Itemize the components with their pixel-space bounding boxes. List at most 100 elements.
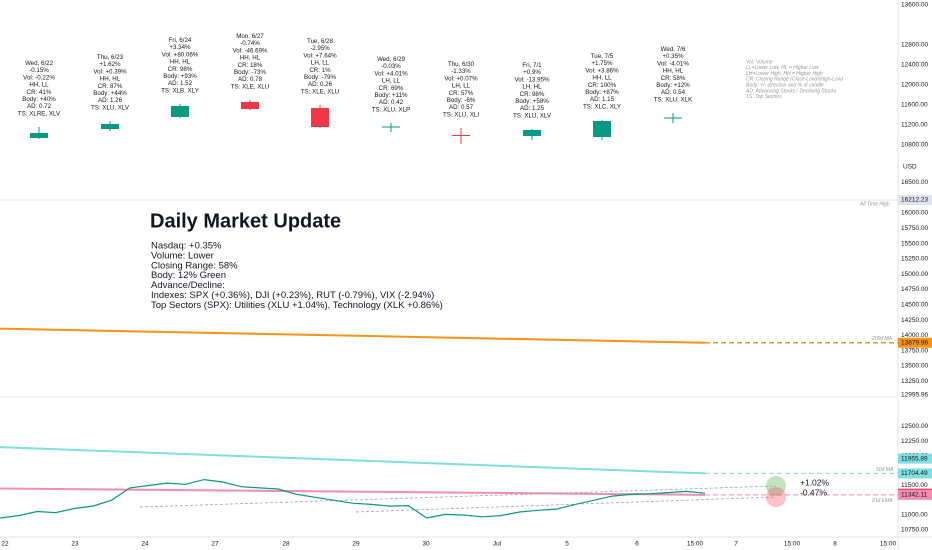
trend-line (139, 485, 777, 508)
day-annotation: CR: 100% (588, 82, 617, 89)
candle-body (593, 121, 611, 137)
ma50-prior-label-bg (898, 453, 932, 464)
day-annotation: HH, HL (170, 59, 191, 66)
ema21-line (0, 487, 706, 496)
day-annotation: CR: 58% (661, 75, 686, 82)
legend-text: LH=Lower High, HH = Higher High (746, 71, 823, 77)
x-tick-label: 6 (635, 541, 639, 548)
x-tick-label: 8 (833, 541, 837, 548)
day-annotation: Body: -79% (304, 74, 336, 81)
day-annotation: Body: +44% (93, 90, 127, 97)
day-annotation: +0.9% (523, 69, 541, 76)
day-annotation: AD: 0.26 (308, 81, 333, 88)
day-annotation: TS: XLU, XLV (513, 112, 552, 119)
update-line: Closing Range: 58% (151, 260, 238, 271)
day-annotation: LH, HL (522, 84, 542, 91)
legend-text: AD: Advancing Stocks / Declining Stocks (745, 88, 837, 94)
day-annotation: HH, HL (663, 68, 684, 75)
x-tick-label: 7 (734, 541, 738, 548)
day-annotation: -0.03% (381, 63, 401, 70)
day-annotation: -2.95% (310, 45, 330, 52)
y-tick-label: 13600.00 (901, 2, 928, 9)
day-annotation: -0.74% (240, 40, 260, 47)
update-line: Body: 12% Green (151, 270, 226, 281)
x-tick-label: 27 (211, 541, 219, 548)
low-price-label: 12995.96 (901, 392, 928, 399)
day-annotation: +3.34% (169, 44, 191, 51)
day-annotation: Body: +58% (515, 98, 549, 105)
day-annotation: Vol: +80.06% (162, 51, 199, 58)
update-line: Advance/Decline: (151, 280, 225, 291)
y-tick-label: 15250.00 (901, 256, 928, 263)
day-annotation: HH, HL (240, 55, 261, 62)
day-annotation: +1.75% (591, 60, 613, 67)
projection-up (766, 476, 786, 496)
legend-text: LL=Lower Low, HL = Higher Low (746, 65, 819, 71)
currency-label: USD (903, 164, 917, 171)
y-tick-label: 11000.00 (901, 512, 928, 519)
day-annotation: AD: 1.26 (98, 97, 123, 104)
day-annotation: Fri, 7/1 (522, 62, 542, 69)
day-annotation: AD: 1.52 (168, 80, 193, 87)
y-tick-label: 12800.00 (901, 42, 928, 49)
day-annotation: CR: 1% (309, 67, 331, 74)
update-line: Top Sectors (SPX): Utilities (XLU +1.04%… (151, 300, 443, 311)
price-line (0, 478, 706, 519)
y-tick-label: 13750.00 (901, 347, 928, 354)
day-annotation: AD: 0.78 (238, 76, 263, 83)
x-tick-label: 5 (565, 541, 569, 548)
ath-price-label-bg (898, 195, 932, 206)
x-tick-label: 28 (282, 541, 290, 548)
ma50-price-label: 11704.49 (901, 470, 928, 477)
day-annotation: Fri, 6/24 (169, 37, 192, 44)
day-annotation: TS: XLU, XLK (654, 96, 693, 103)
projection-up-label: +1.02% (800, 477, 830, 487)
day-annotation: Body: -73% (234, 69, 266, 76)
day-annotation: Tue, 6/28 (307, 38, 333, 45)
day-annotation: TS: XLB, XLY (161, 87, 199, 94)
day-annotation: AD: 0.57 (449, 104, 474, 111)
y-tick-label: 16000.00 (901, 210, 928, 217)
day-annotation: Body: +40% (22, 96, 56, 103)
day-annotation: CR: 18% (238, 62, 263, 69)
day-annotation: Thu, 6/23 (97, 54, 124, 61)
y-tick-label: 13250.00 (901, 378, 928, 385)
day-annotation: Vol: -4.01% (657, 60, 689, 67)
day-annotation: CR: 98% (520, 91, 545, 98)
ma200-price-label: 13879.96 (901, 339, 928, 346)
y-tick-label: 12500.00 (901, 423, 928, 430)
x-tick-label: 22 (1, 541, 9, 548)
x-tick-label: 30 (422, 541, 430, 548)
x-tick-label: 15:00 (687, 541, 704, 548)
day-annotation: CR: 41% (27, 89, 52, 96)
candle-body (452, 135, 470, 136)
y-tick-label: 11500.00 (901, 482, 928, 489)
day-annotation: Thu, 6/30 (448, 61, 475, 68)
ath-price-label: 16212.23 (901, 197, 928, 204)
candle-body (523, 130, 541, 136)
day-annotation: TS: XLU, XLP (372, 106, 411, 113)
ath-text: All Time High (859, 201, 890, 207)
day-annotation: Vol: +3.86% (585, 67, 619, 74)
y-tick-label: 11200.00 (901, 122, 928, 129)
x-tick-label: 23 (71, 541, 79, 548)
projection-down-label: -0.47% (800, 487, 827, 497)
y-tick-label: 14500.00 (901, 302, 928, 309)
day-annotation: CR: 69% (379, 85, 404, 92)
projection-down (766, 487, 786, 507)
x-tick-label: 24 (141, 541, 149, 548)
day-annotation: HH, HL (100, 76, 121, 83)
day-annotation: +1.62% (99, 61, 121, 68)
x-tick-label: Jul (493, 541, 502, 548)
day-annotation: Wed, 6/22 (25, 60, 54, 67)
day-annotation: -1.33% (451, 68, 471, 75)
ma50-prior-label: 11955.89 (901, 455, 928, 462)
day-annotation: -0.15% (29, 67, 49, 74)
day-annotation: Vol: +4.01% (374, 70, 408, 77)
y-tick-label: 15500.00 (901, 240, 928, 247)
y-tick-label: 10800.00 (901, 142, 928, 149)
y-tick-label: 12000.00 (901, 82, 928, 89)
